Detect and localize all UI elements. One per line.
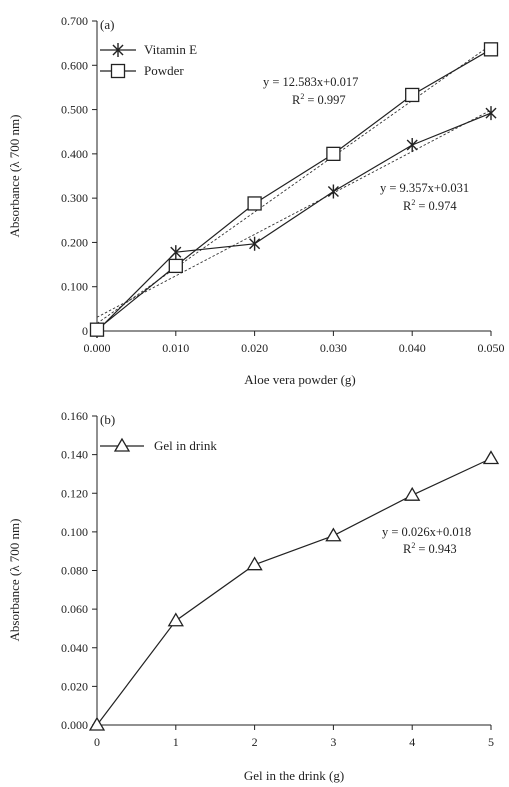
annotation-gel: y = 0.026x+0.018 R2 = 0.943 bbox=[382, 525, 471, 556]
x-tick-label: 0.000 bbox=[84, 341, 111, 355]
y-tick-label: 0.100 bbox=[61, 525, 88, 539]
data-point-gel-in-drink bbox=[167, 612, 184, 627]
legend-label-gel: Gel in drink bbox=[154, 438, 217, 453]
trendline-powder bbox=[96, 44, 492, 324]
y-tick-label: 0.020 bbox=[61, 679, 88, 693]
data-point-powder bbox=[483, 42, 499, 57]
legend-marker-powder bbox=[110, 63, 126, 79]
y-tick-label: 0.200 bbox=[61, 235, 88, 249]
x-tick-label: 0.040 bbox=[399, 341, 426, 355]
x-tick-label: 0.030 bbox=[320, 341, 347, 355]
y-tick-label: 0.100 bbox=[61, 280, 88, 294]
ticks-a: 0 0.100 0.200 0.300 0.400 0.500 0.600 0.700 0.00… bbox=[61, 14, 505, 355]
x-tick-label: 0 bbox=[94, 735, 100, 749]
y-tick-label: 0.600 bbox=[61, 58, 88, 72]
annotation-vitamin-e: y = 9.357x+0.031 R2 = 0.974 bbox=[380, 181, 469, 213]
series-line-gel-in-drink bbox=[96, 457, 492, 726]
data-point-vitamin-e bbox=[249, 236, 261, 251]
y-tick-label: 0.160 bbox=[61, 409, 88, 423]
triangle-icon bbox=[113, 437, 131, 452]
legend-marker-vitamin-e bbox=[112, 43, 124, 57]
equation-gel: y = 0.026x+0.018 bbox=[382, 525, 471, 539]
y-tick-label: 0.080 bbox=[61, 564, 88, 578]
r2-label-powder: R2 = 0.997 bbox=[292, 92, 346, 107]
legend-a: Vitamin E Powder bbox=[100, 42, 197, 79]
y-tick-label: 0.300 bbox=[61, 191, 88, 205]
series-lines-b bbox=[96, 457, 492, 726]
data-point-gel-in-drink bbox=[325, 527, 342, 542]
y-tick-label: 0.140 bbox=[61, 448, 88, 462]
data-point-gel-in-drink bbox=[88, 716, 106, 731]
x-tick-label: 0.020 bbox=[241, 341, 268, 355]
data-point-powder bbox=[168, 258, 183, 274]
series-line-powder bbox=[96, 48, 492, 331]
r2-label-vitamin-e: R2 = 0.974 bbox=[403, 198, 457, 213]
series-markers-a bbox=[89, 42, 499, 338]
x-axis-label-b: Gel in the drink (g) bbox=[244, 768, 344, 783]
trendlines-a bbox=[96, 44, 492, 324]
series-line-vitamin-e bbox=[96, 112, 492, 332]
y-tick-label: 0.120 bbox=[61, 486, 88, 500]
series-lines-a bbox=[96, 48, 492, 332]
data-point-gel-in-drink bbox=[246, 556, 263, 571]
data-point-powder bbox=[405, 87, 420, 103]
legend-marker-gel bbox=[113, 437, 131, 452]
data-point-vitamin-e bbox=[485, 106, 497, 121]
x-tick-label: 2 bbox=[252, 735, 258, 749]
y-tick-label: 0.400 bbox=[61, 147, 88, 161]
data-point-gel-in-drink bbox=[404, 486, 421, 501]
ticks-b: 0.000 0.020 0.040 0.060 0.080 0.100 0.120 0.140… bbox=[61, 409, 494, 749]
legend-label-powder: Powder bbox=[144, 63, 184, 78]
y-tick-label: 0.060 bbox=[61, 602, 88, 616]
x-tick-label: 0.010 bbox=[162, 341, 189, 355]
equation-powder: y = 12.583x+0.017 bbox=[263, 75, 358, 89]
data-point-vitamin-e bbox=[406, 138, 418, 152]
panel-label-a: (a) bbox=[100, 17, 114, 32]
data-point-powder bbox=[326, 146, 341, 162]
legend-b: Gel in drink bbox=[100, 437, 217, 453]
x-tick-label: 0.050 bbox=[478, 341, 505, 355]
data-point-vitamin-e bbox=[170, 245, 182, 260]
y-axis-label-b: Absorbance (λ 700 nm) bbox=[7, 519, 22, 642]
data-point-powder bbox=[89, 322, 105, 337]
x-tick-label: 4 bbox=[409, 735, 415, 749]
data-point-vitamin-e bbox=[327, 184, 339, 199]
y-tick-label: 0.000 bbox=[61, 718, 88, 732]
r2-label-gel: R2 = 0.943 bbox=[403, 541, 457, 556]
y-tick-label: 0.040 bbox=[61, 641, 88, 655]
trendline-vitamin-e bbox=[96, 109, 492, 318]
y-axis-label-a: Absorbance (λ 700 nm) bbox=[7, 115, 22, 238]
series-markers-b bbox=[88, 450, 500, 731]
legend-label-vitamin-e: Vitamin E bbox=[144, 42, 197, 57]
y-tick-label: 0.700 bbox=[61, 14, 88, 28]
equation-vitamin-e: y = 9.357x+0.031 bbox=[380, 181, 469, 195]
chart-b: 0.000 0.020 0.040 0.060 0.080 0.100 0.120 0.140… bbox=[7, 409, 500, 783]
chart-a: 0 0.100 0.200 0.300 0.400 0.500 0.600 0.700 0.00… bbox=[7, 14, 505, 387]
x-tick-label: 3 bbox=[330, 735, 336, 749]
asterisk-icon bbox=[112, 43, 124, 57]
x-tick-label: 1 bbox=[173, 735, 179, 749]
annotation-powder: y = 12.583x+0.017 R2 = 0.997 bbox=[263, 75, 358, 107]
x-axis-label-a: Aloe vera powder (g) bbox=[244, 372, 356, 387]
data-point-gel-in-drink bbox=[482, 450, 500, 465]
y-tick-label: 0 bbox=[82, 324, 88, 338]
square-icon bbox=[110, 63, 126, 79]
x-tick-label: 5 bbox=[488, 735, 494, 749]
panel-label-b: (b) bbox=[100, 412, 115, 427]
y-tick-label: 0.500 bbox=[61, 103, 88, 117]
data-point-powder bbox=[247, 196, 262, 211]
